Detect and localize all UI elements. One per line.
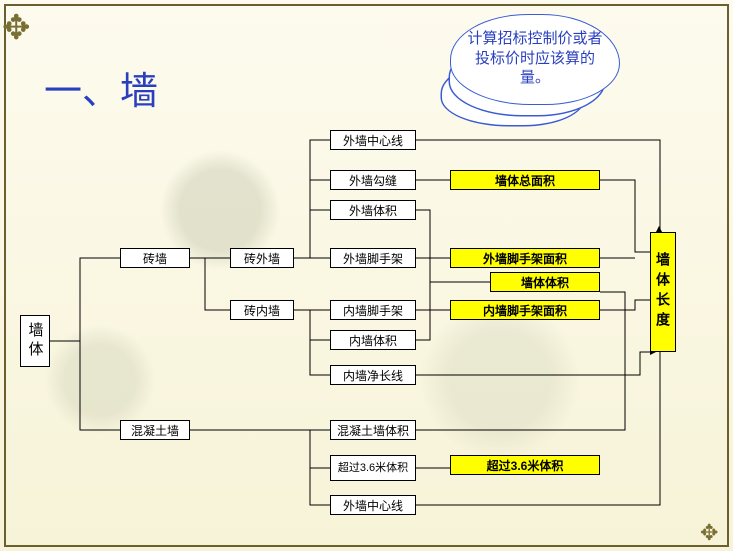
- node-iw-vol: 内墙体积: [330, 330, 416, 350]
- node-brick-out: 砖外墙: [230, 248, 294, 268]
- node-ow-center: 外墙中心线: [330, 130, 416, 150]
- node-concrete: 混凝土墙: [120, 420, 190, 440]
- node-ow-center2: 外墙中心线: [330, 495, 416, 515]
- node-ow-joint: 外墙勾缝: [330, 170, 416, 190]
- node-ow-scaf: 外墙脚手架: [330, 248, 416, 268]
- node-root: 墙体: [20, 315, 50, 367]
- ynode-ow-scaf-area: 外墙脚手架面积: [450, 248, 600, 268]
- node-brick-in: 砖内墙: [230, 300, 294, 320]
- node-conc-vol: 混凝土墙体积: [330, 420, 416, 440]
- node-ow-vol: 外墙体积: [330, 200, 416, 220]
- node-over36: 超过3.6米体积: [330, 455, 416, 481]
- ynode-over36-vol: 超过3.6米体积: [450, 455, 600, 475]
- ynode-wall-len: 墙体长度: [650, 232, 676, 352]
- node-brick: 砖墙: [120, 248, 190, 268]
- ynode-wall-vol: 墙体体积: [490, 272, 600, 292]
- node-iw-net: 内墙净长线: [330, 365, 416, 385]
- node-iw-scaf: 内墙脚手架: [330, 300, 416, 320]
- ynode-iw-scaf-area: 内墙脚手架面积: [450, 300, 600, 320]
- ynode-total-area: 墙体总面积: [450, 170, 600, 190]
